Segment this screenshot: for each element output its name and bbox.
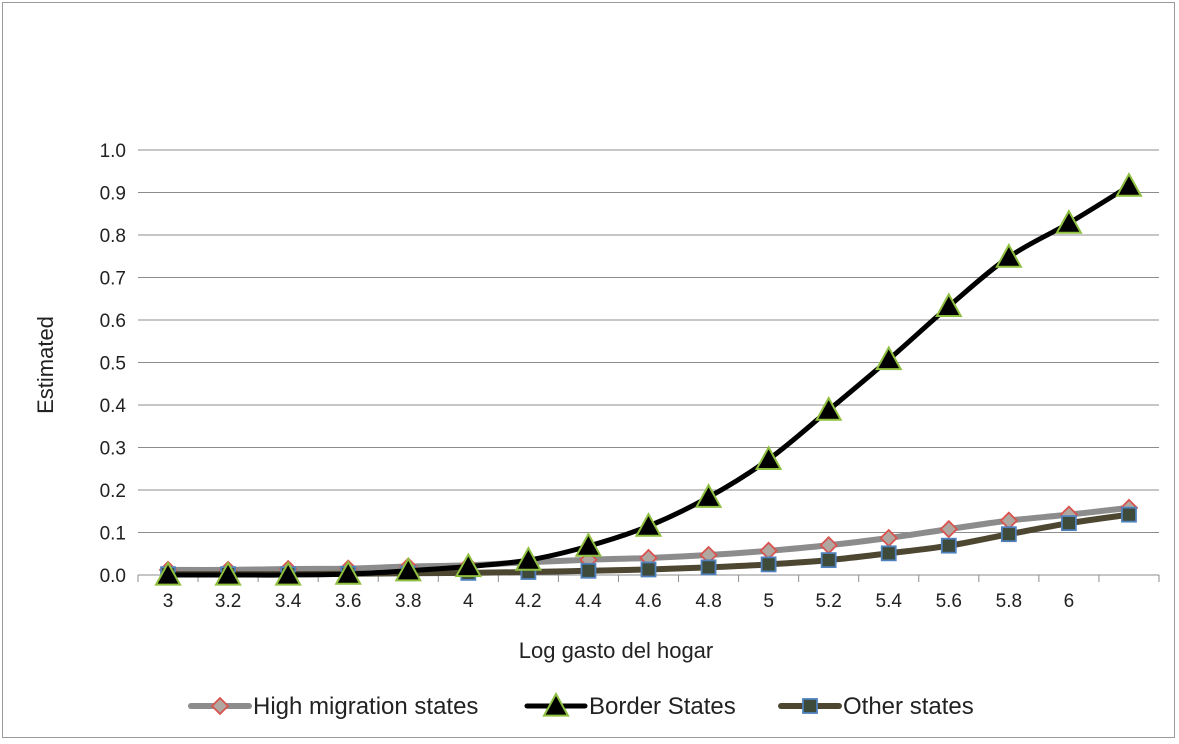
data-point: [995, 243, 1023, 268]
data-point: [819, 535, 838, 555]
data-point: [514, 546, 543, 571]
data-point: [1061, 515, 1077, 532]
data-point: [1121, 506, 1137, 523]
x-tick-label: 3.8: [395, 591, 421, 612]
y-tick-label: 0.4: [100, 396, 127, 417]
legend-label: High migration states: [253, 693, 478, 720]
y-tick-label: 0.7: [100, 269, 126, 290]
x-tick-label: 5.2: [815, 591, 841, 612]
x-tick-label: 5.8: [996, 591, 1022, 612]
data-point: [640, 561, 657, 578]
data-point: [759, 541, 778, 561]
x-tick-label: 3.6: [335, 591, 361, 612]
x-axis-title: Log gasto del hogar: [519, 638, 714, 663]
x-tick-labels: 3 3.2 3.4 3.6 3.8 4 4.2 4.4 4.6 4.8 5 5.2 5.4 5.6 5.8 6: [163, 591, 1074, 612]
series-border-states: [154, 172, 1143, 586]
data-point: [880, 545, 897, 562]
legend-label: Other states: [843, 693, 974, 720]
y-axis-title: Estimated: [33, 316, 58, 414]
data-point: [820, 552, 837, 569]
data-point: [634, 512, 663, 537]
x-tick-label: 4.2: [515, 591, 541, 612]
data-point: [999, 511, 1019, 530]
x-tick-label: 6: [1064, 591, 1075, 612]
data-point: [939, 519, 959, 539]
y-tick-label: 0.9: [100, 184, 126, 205]
data-point: [574, 532, 603, 557]
data-point: [754, 445, 783, 470]
legend-marker: [210, 696, 230, 716]
y-tick-label: 0.6: [100, 311, 126, 332]
x-tick-label: 3.4: [275, 591, 302, 612]
data-point: [394, 556, 422, 582]
data-point: [1055, 209, 1083, 234]
x-tick-label: 4.8: [695, 591, 721, 612]
data-point: [940, 537, 957, 554]
x-tick-label: 3: [163, 591, 174, 612]
gridlines: [138, 149, 1159, 533]
data-point: [694, 483, 723, 508]
data-point: [700, 559, 717, 576]
x-tick-label: 4.6: [635, 591, 661, 612]
y-tick-label: 0.1: [100, 524, 126, 545]
data-point: [875, 345, 903, 371]
data-point: [814, 396, 843, 421]
data-point: [935, 292, 963, 317]
y-tick-label: 0.5: [100, 354, 126, 375]
data-point: [1000, 526, 1017, 543]
y-tick-label: 1.0: [100, 141, 126, 162]
legend-label: Border States: [589, 693, 736, 720]
legend-marker: [542, 691, 570, 717]
x-tick-label: 5.4: [876, 591, 903, 612]
legend-entry: Border States: [524, 691, 736, 720]
series: [154, 172, 1143, 586]
data-point: [760, 556, 777, 573]
x-tick-label: 4: [463, 591, 474, 612]
y-tick-label: 0.8: [100, 226, 126, 247]
y-tick-label: 0.2: [100, 481, 126, 502]
data-point: [454, 552, 483, 578]
x-tick-label: 3.2: [215, 591, 241, 612]
x-tick-label: 5: [763, 591, 774, 612]
legend: High migration states Border States Other …: [188, 691, 974, 720]
x-tick-label: 4.4: [575, 591, 602, 612]
data-point: [580, 562, 597, 579]
legend-entry: High migration states: [188, 693, 478, 720]
data-point: [154, 560, 182, 586]
data-point: [274, 560, 302, 586]
y-tick-label: 0.0: [100, 566, 126, 587]
x-tick-label: 5.6: [936, 591, 962, 612]
legend-entry: Other states: [778, 693, 974, 720]
y-tick-labels: 0.0 0.1 0.2 0.3 0.4 0.5 0.6 0.7 0.8 0.9 1.0: [100, 141, 127, 587]
line-chart: 0.0 0.1 0.2 0.3 0.4 0.5 0.6 0.7 0.8 0.9 1.0 3 3.2 3.…: [33, 141, 1160, 720]
data-point: [1115, 172, 1143, 197]
legend-marker: [802, 698, 818, 714]
y-tick-label: 0.3: [100, 439, 126, 460]
data-point: [214, 560, 242, 586]
data-point: [334, 560, 362, 585]
